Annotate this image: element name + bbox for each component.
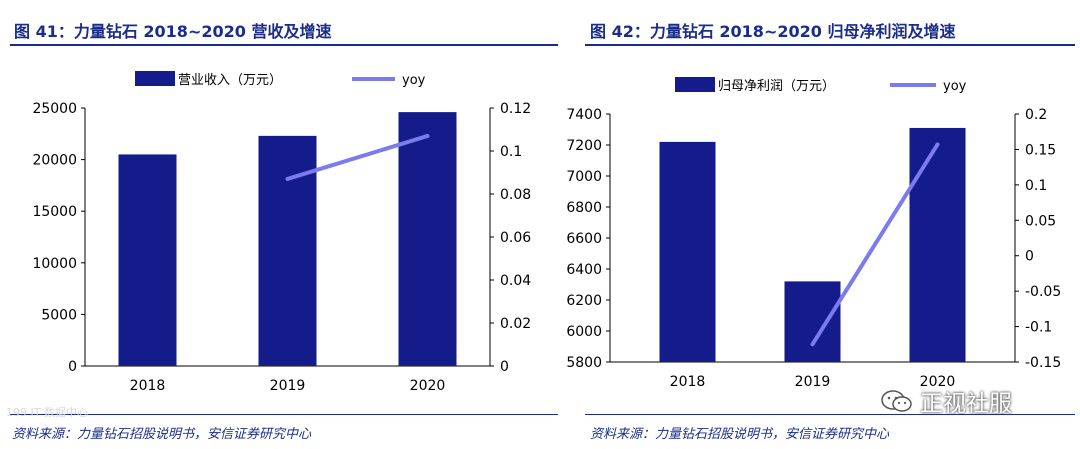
left-tick-label: 15000 bbox=[32, 204, 77, 220]
x-tick-label: 2020 bbox=[410, 378, 446, 394]
watermark-text: 正视社服 bbox=[920, 391, 1012, 417]
right-tick-label: 0 bbox=[1025, 249, 1034, 265]
watermark: 正视社服 bbox=[880, 384, 1012, 418]
left-tick-label: 6400 bbox=[566, 262, 602, 278]
left-tick-label: 0 bbox=[68, 359, 77, 375]
left-tick-label: 7200 bbox=[566, 138, 602, 154]
figure-41-top-rule bbox=[10, 44, 558, 46]
bar-2019 bbox=[784, 281, 841, 362]
bar-2018 bbox=[659, 141, 716, 362]
legend-line-label: yoy bbox=[943, 79, 967, 94]
right-tick-label: 0 bbox=[500, 359, 509, 375]
figure-42-chart: 5800 6000 6200 6400 6600 6800 7000 7200 7400 -0.1… bbox=[566, 77, 1061, 390]
left-tick-label: 5800 bbox=[566, 355, 602, 371]
legend-line-label: yoy bbox=[402, 73, 426, 88]
left-tick-label: 5000 bbox=[41, 307, 77, 323]
x-tick-label: 2018 bbox=[670, 374, 706, 390]
right-tick-label: 0.2 bbox=[1025, 107, 1047, 123]
left-tick-label: 20000 bbox=[32, 153, 77, 169]
figure-42-bottom-rule bbox=[585, 414, 1075, 415]
yoy-line bbox=[285, 133, 430, 181]
x-tick-label: 2019 bbox=[270, 378, 306, 394]
figure-41-title: 图 41：力量钻石 2018~2020 营收及增速 bbox=[14, 22, 332, 41]
right-tick-label: 0.15 bbox=[1025, 142, 1056, 158]
right-tick-label: -0.05 bbox=[1025, 284, 1061, 300]
right-tick-label: 0.04 bbox=[500, 273, 531, 289]
left-tick-label: 6000 bbox=[566, 324, 602, 340]
watermark-small: 199 IT 数据中心 bbox=[6, 406, 88, 419]
left-tick-label: 6600 bbox=[566, 231, 602, 247]
bar-2020 bbox=[909, 127, 966, 362]
wechat-icon bbox=[881, 390, 912, 412]
right-tick-label: 0.05 bbox=[1025, 213, 1056, 229]
right-tick-label: -0.15 bbox=[1025, 355, 1061, 371]
x-tick-label: 2019 bbox=[795, 374, 831, 390]
figure-41-chart: 0 5000 10000 15000 20000 25000 0 0.02 0.04 0.06 0.… bbox=[32, 71, 531, 394]
left-tick-label: 10000 bbox=[32, 256, 77, 272]
yoy-line bbox=[810, 142, 940, 347]
right-tick-label: 0.08 bbox=[500, 187, 531, 203]
bar-2019 bbox=[258, 135, 317, 366]
figure-42-title: 图 42：力量钻石 2018~2020 归母净利润及增速 bbox=[590, 22, 956, 41]
left-tick-label: 7400 bbox=[566, 107, 602, 123]
bar-2018 bbox=[118, 154, 177, 366]
figure-41-source: 资料来源：力量钻石招股说明书，安信证券研究中心 bbox=[12, 427, 312, 442]
right-tick-label: 0.12 bbox=[500, 101, 531, 117]
figure-42-top-rule bbox=[585, 44, 1075, 46]
left-tick-label: 25000 bbox=[32, 101, 77, 117]
right-tick-label: -0.1 bbox=[1025, 320, 1052, 336]
left-tick-label: 6200 bbox=[566, 293, 602, 309]
figure-41-bottom-rule bbox=[10, 414, 558, 415]
left-tick-label: 6800 bbox=[566, 200, 602, 216]
legend-bar-swatch bbox=[675, 77, 715, 92]
x-tick-label: 2020 bbox=[920, 374, 956, 390]
left-tick-label: 7000 bbox=[566, 169, 602, 185]
legend-bar-label: 归母净利润（万元） bbox=[718, 79, 835, 94]
figure-42-source: 资料来源：力量钻石招股说明书，安信证券研究中心 bbox=[590, 427, 890, 442]
right-tick-label: 0.1 bbox=[1025, 178, 1047, 194]
legend-bar-label: 营业收入（万元） bbox=[178, 73, 282, 88]
legend-bar-swatch bbox=[135, 71, 175, 86]
right-tick-label: 0.02 bbox=[500, 316, 531, 332]
right-tick-label: 0.06 bbox=[500, 230, 531, 246]
x-tick-label: 2018 bbox=[130, 378, 166, 394]
bar-2020 bbox=[398, 112, 457, 367]
right-tick-label: 0.1 bbox=[500, 144, 522, 160]
